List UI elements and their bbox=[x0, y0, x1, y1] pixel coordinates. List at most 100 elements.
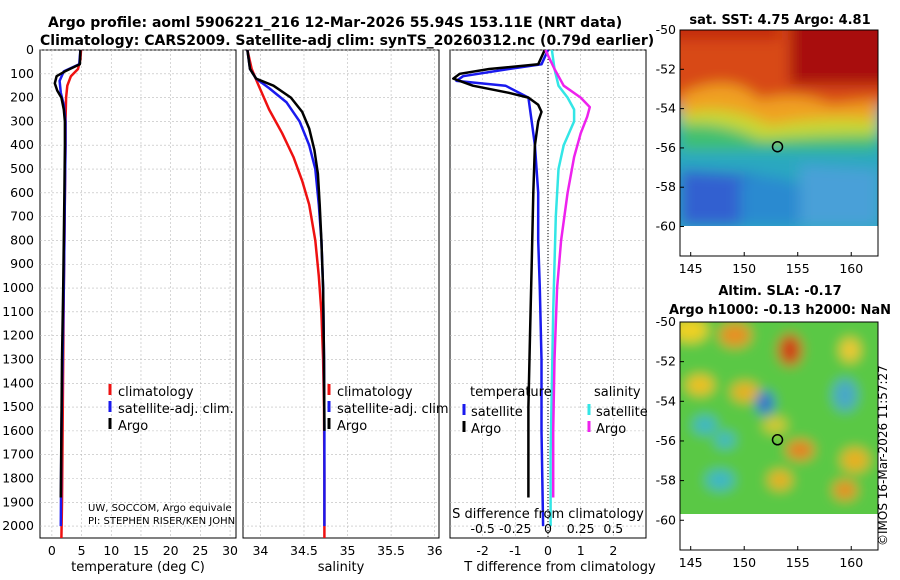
map-y-tick-label: -56 bbox=[656, 433, 676, 448]
map-y-tick-label: -50 bbox=[656, 22, 676, 37]
x-tick-label-top: 0.25 bbox=[567, 521, 595, 536]
x-tick-label: -2 bbox=[476, 543, 488, 558]
figure-title-line2: Climatology: CARS2009. Satellite-adj cli… bbox=[40, 33, 655, 49]
legend-label: satellite-adj. clim. bbox=[118, 402, 234, 417]
map-y-tick-label: -54 bbox=[656, 101, 676, 116]
y-tick-label: 1100 bbox=[2, 304, 34, 319]
y-tick-label: 900 bbox=[10, 256, 34, 271]
map-y-tick-label: -58 bbox=[656, 179, 676, 194]
map-x-tick-label: 160 bbox=[839, 555, 863, 570]
y-tick-label: 1200 bbox=[2, 328, 34, 343]
x-tick-label: 2 bbox=[609, 543, 617, 558]
y-tick-label: 500 bbox=[10, 161, 34, 176]
x-tick-label-top: -0.5 bbox=[470, 521, 494, 536]
map-frame bbox=[679, 29, 879, 257]
series-line-satellite-t bbox=[455, 49, 550, 527]
legend-label: satellite bbox=[471, 405, 523, 420]
map-x-tick-label: 155 bbox=[786, 261, 810, 276]
y-tick-label: 2000 bbox=[2, 518, 34, 533]
x-axis-label-top: S difference from climatology bbox=[452, 507, 644, 522]
series-line-argo-s bbox=[544, 49, 592, 498]
argo-float-marker bbox=[771, 434, 784, 446]
difference-panel: -2 -1 0 1 2 T difference from climatology temp… bbox=[449, 49, 656, 575]
legend-label: climatology bbox=[118, 385, 194, 400]
x-axis-label: salinity bbox=[318, 560, 365, 575]
x-tick-label: 10 bbox=[103, 543, 119, 558]
y-tick-label: 700 bbox=[10, 209, 34, 224]
x-tick-label: 30 bbox=[222, 543, 238, 558]
y-tick-label: 100 bbox=[10, 66, 34, 81]
map-y-tick-label: -60 bbox=[656, 512, 676, 527]
map-x-tick-label: 145 bbox=[679, 555, 703, 570]
map-x-tick-label: 160 bbox=[839, 261, 863, 276]
salinity-panel: 34 34.5 35 35.5 36 salinity climatology satelli… bbox=[242, 49, 453, 575]
map-x-tick-label: 155 bbox=[786, 555, 810, 570]
annotation-line2: PI: STEPHEN RISER/KEN JOHN bbox=[88, 516, 235, 527]
legend-label: Argo bbox=[118, 419, 148, 434]
map-y-tick-label: -56 bbox=[656, 140, 676, 155]
y-tick-label: 1400 bbox=[2, 375, 34, 390]
argo-float-marker bbox=[771, 140, 784, 153]
series-line-argo bbox=[53, 49, 82, 498]
figure-title-line1: Argo profile: aoml 5906221_216 12-Mar-20… bbox=[48, 15, 623, 31]
map-y-tick-label: -52 bbox=[656, 61, 676, 76]
y-tick-label: 0 bbox=[26, 42, 34, 57]
legend-label: Argo bbox=[471, 422, 501, 437]
legend-label: Argo bbox=[337, 419, 367, 434]
map-y-tick-label: -50 bbox=[656, 314, 676, 329]
y-tick-label: 1700 bbox=[2, 447, 34, 462]
map-x-tick-label: 150 bbox=[732, 261, 756, 276]
x-tick-label-top: 0.5 bbox=[603, 521, 623, 536]
x-tick-label: 34.5 bbox=[290, 543, 318, 558]
map-x-tick-label: 145 bbox=[679, 261, 703, 276]
y-tick-label: 400 bbox=[10, 137, 34, 152]
y-tick-label: 1600 bbox=[2, 423, 34, 438]
legend-label: satellite bbox=[596, 405, 648, 420]
series-line-argo bbox=[246, 49, 326, 431]
x-tick-label: 25 bbox=[192, 543, 208, 558]
temperature-panel: 0100200300400500600700800900100011001200… bbox=[2, 42, 238, 575]
series-line-satellite-s bbox=[549, 49, 576, 527]
legend-label: satellite-adj. clim. bbox=[337, 402, 453, 417]
map-y-tick-label: -60 bbox=[656, 219, 676, 234]
sla-field bbox=[680, 322, 878, 514]
legend-title-salinity: salinity bbox=[594, 385, 641, 400]
sst-map-title: sat. SST: 4.75 Argo: 4.81 bbox=[689, 13, 870, 28]
annotation-line1: UW, SOCCOM, Argo equivale bbox=[88, 503, 232, 514]
series-line-argo-t bbox=[452, 49, 546, 498]
y-tick-label: 1500 bbox=[2, 399, 34, 414]
x-tick-label-top: -0.25 bbox=[499, 521, 531, 536]
y-tick-label: 1800 bbox=[2, 470, 34, 485]
y-tick-label: 600 bbox=[10, 185, 34, 200]
y-tick-label: 800 bbox=[10, 232, 34, 247]
legend-title-temperature: temperature bbox=[470, 385, 552, 400]
x-tick-label: 0 bbox=[544, 543, 552, 558]
sla-map-title-line2: Argo h1000: -0.13 h2000: NaN bbox=[669, 303, 891, 318]
axes-frame bbox=[242, 49, 440, 539]
x-tick-label-top: 0 bbox=[544, 521, 552, 536]
legend-label: Argo bbox=[596, 422, 626, 437]
x-tick-label: -1 bbox=[509, 543, 521, 558]
legend-label: climatology bbox=[337, 385, 413, 400]
x-axis-label: temperature (deg C) bbox=[71, 560, 205, 575]
x-tick-label: 20 bbox=[163, 543, 179, 558]
y-tick-label: 1300 bbox=[2, 351, 34, 366]
sst-field bbox=[680, 30, 878, 226]
y-tick-label: 200 bbox=[10, 90, 34, 105]
x-tick-label: 36 bbox=[427, 543, 443, 558]
map-y-tick-label: -58 bbox=[656, 473, 676, 488]
x-tick-label: 0 bbox=[48, 543, 56, 558]
y-tick-label: 1900 bbox=[2, 494, 34, 509]
map-frame bbox=[679, 321, 879, 551]
x-axis-label: T difference from climatology bbox=[463, 560, 656, 575]
map-x-tick-label: 150 bbox=[732, 555, 756, 570]
x-tick-label: 34 bbox=[252, 543, 268, 558]
sla-map bbox=[680, 322, 878, 550]
y-tick-label: 300 bbox=[10, 113, 34, 128]
x-tick-label: 35 bbox=[340, 543, 356, 558]
map-y-tick-label: -54 bbox=[656, 393, 676, 408]
y-tick-label: 1000 bbox=[2, 280, 34, 295]
sla-map-title-line1: Altim. SLA: -0.17 bbox=[718, 284, 841, 299]
imos-watermark: ©IMOS 16-Mar-2026 11:57:27 bbox=[876, 365, 890, 546]
